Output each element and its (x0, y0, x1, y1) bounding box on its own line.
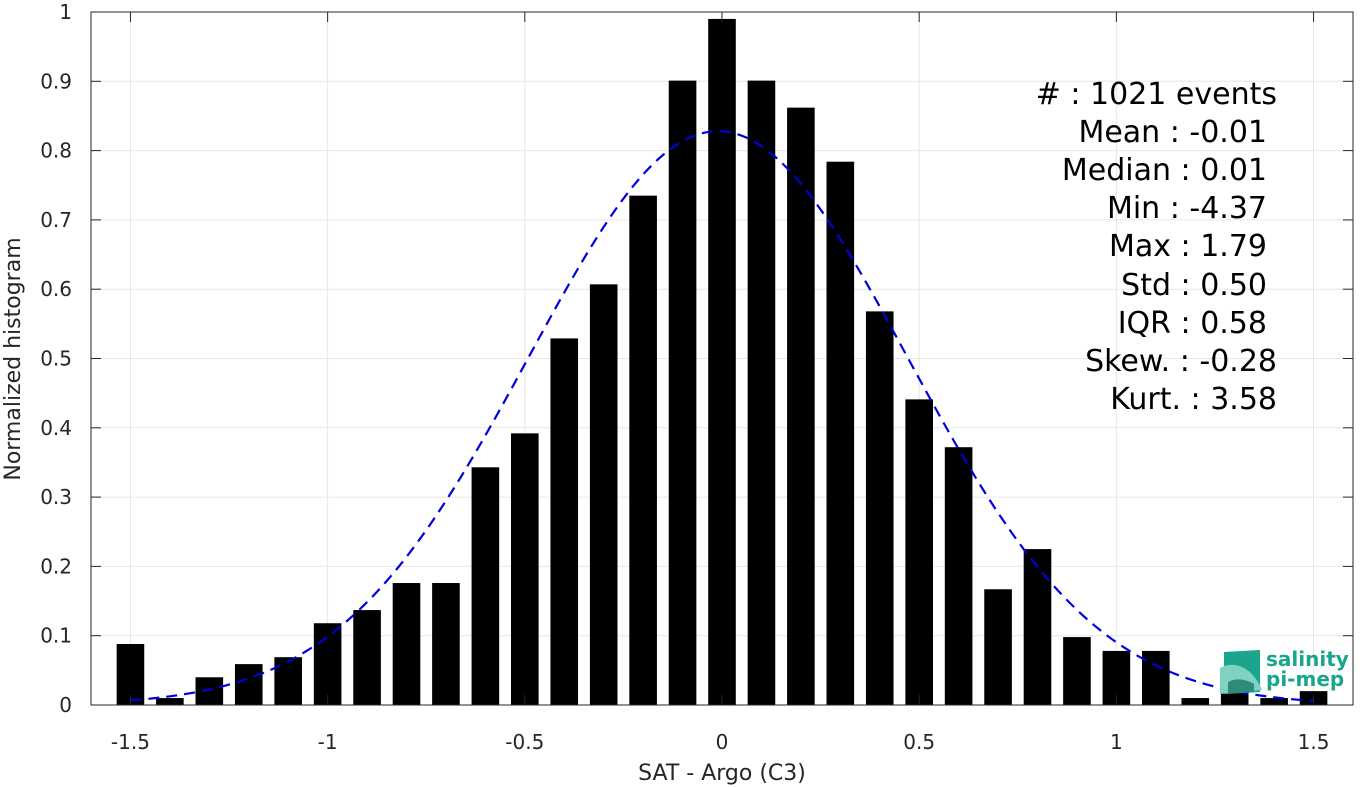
statistics-annotation: # : 1021 events Mean : -0.01 Median : 0.… (1036, 77, 1277, 417)
histogram-bar (511, 433, 539, 705)
y-tick-label: 0.4 (40, 416, 72, 440)
histogram-bar (234, 664, 263, 705)
x-tick-label: 0.5 (903, 730, 935, 754)
stat-std: Std : 0.50 (1121, 268, 1267, 303)
stat-skewness: Skew. : -0.28 (1085, 344, 1277, 379)
histogram-bar (471, 467, 500, 705)
stat-max: Max : 1.79 (1109, 229, 1267, 264)
histogram-bar (668, 80, 697, 706)
x-tick-label: 1.5 (1298, 730, 1330, 754)
logo-text-salinity: salinity (1266, 647, 1349, 671)
stat-min: Min : -4.37 (1107, 191, 1267, 226)
y-tick-label: 0.8 (40, 139, 72, 163)
histogram-bar (313, 623, 342, 705)
histogram-bar (116, 644, 145, 705)
stat-median: Median : 0.01 (1062, 153, 1267, 188)
x-tick-labels: -1.5 -1 -0.5 0 0.5 1 1.5 (111, 730, 1330, 754)
y-axis-label: Normalized histogram (1, 237, 26, 480)
x-axis-label: SAT - Argo (C3) (638, 761, 806, 786)
histogram-bar (1023, 549, 1052, 705)
histogram-bar (1142, 650, 1170, 705)
stat-kurtosis: Kurt. : 3.58 (1110, 382, 1277, 417)
histogram-bar (550, 338, 579, 705)
x-tick-label: 1 (1110, 730, 1123, 754)
histogram-bar (195, 677, 224, 705)
x-tick-label: -1.5 (111, 730, 150, 754)
histogram-bar (984, 589, 1012, 705)
logo-mark-front (1228, 679, 1254, 694)
y-tick-label: 0.5 (40, 347, 72, 371)
histogram-bar (589, 284, 618, 705)
histogram-bar (944, 447, 973, 705)
x-tick-label: -1 (318, 730, 338, 754)
y-tick-label: 0.6 (40, 277, 72, 301)
histogram-bar (1181, 698, 1210, 705)
y-tick-label: 0 (59, 693, 72, 717)
histogram-bar (432, 583, 460, 705)
salinity-pi-mep-logo: salinity pi-mep (1220, 647, 1349, 694)
histogram-bar (787, 107, 815, 705)
histogram-bar (1063, 637, 1091, 705)
y-tick-label: 0.1 (40, 624, 72, 648)
gaussian-fit-curve (130, 130, 1314, 703)
histogram-bar (708, 18, 736, 706)
y-tick-label: 0.3 (40, 485, 72, 509)
histogram-bar (905, 399, 933, 705)
y-tick-label: 0.7 (40, 208, 72, 232)
histogram-bar (1220, 691, 1249, 705)
stat-count: # : 1021 events (1036, 77, 1277, 112)
x-tick-label: 0 (716, 730, 729, 754)
y-tick-label: 1 (59, 0, 72, 24)
stat-mean: Mean : -0.01 (1078, 115, 1267, 150)
histogram-bar (826, 161, 855, 706)
y-tick-label: 0.2 (40, 554, 72, 578)
histogram-bar (1260, 698, 1288, 705)
histogram-bar (156, 698, 184, 705)
histogram-bar (865, 311, 894, 705)
histogram-bar (274, 657, 302, 705)
histogram-bar (747, 80, 776, 706)
stat-iqr: IQR : 0.58 (1118, 306, 1267, 341)
histogram-bar (353, 610, 381, 705)
logo-text-pi-mep: pi-mep (1266, 667, 1344, 691)
x-tick-label: -0.5 (505, 730, 544, 754)
axis-ticks (91, 11, 1353, 706)
y-tick-label: 0.9 (40, 69, 72, 93)
histogram-bar (392, 583, 421, 705)
histogram-bar (629, 195, 657, 705)
y-tick-labels: 0 0.1 0.2 0.3 0.4 0.5 0.6 0.7 0.8 0.9 1 (40, 0, 72, 717)
